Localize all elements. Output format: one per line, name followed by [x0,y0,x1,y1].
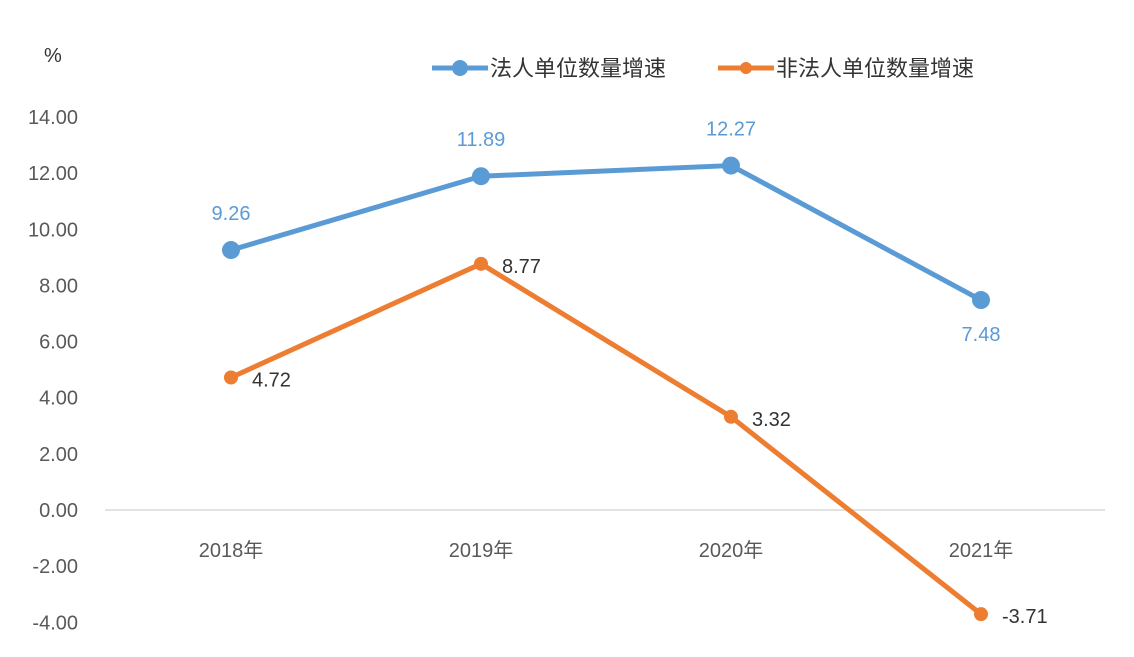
y-axis-unit-label: % [44,45,62,67]
data-point [472,167,490,186]
legend-item-1: 法人单位数量增速 [432,56,666,81]
data-label: 12.27 [706,119,756,141]
data-label: 7.48 [962,324,1001,346]
x-tick-label: 2021年 [949,539,1014,562]
data-point [724,409,738,424]
data-point [974,607,988,622]
data-label: 3.32 [752,409,791,431]
y-tick-label: 6.00 [39,332,78,354]
legend-label: 法人单位数量增速 [490,56,666,81]
data-label: 9.26 [212,203,251,225]
data-point [224,370,238,385]
data-point [722,156,740,175]
series-2: 4.72 8.77 3.32 -3.71 [224,256,1048,628]
data-point [474,256,488,271]
y-axis: 14.00 12.00 10.00 8.00 6.00 4.00 2.00 0.00 -2.00… [28,107,78,634]
legend-item-2: 非法人单位数量增速 [718,56,974,81]
y-tick-label: -2.00 [32,556,78,578]
y-tick-label: -4.00 [32,612,78,634]
y-tick-label: 12.00 [28,163,78,185]
data-label: 4.72 [252,370,291,392]
y-tick-label: 10.00 [28,219,78,241]
data-label: 11.89 [457,129,506,151]
y-tick-label: 14.00 [28,107,78,129]
legend: 法人单位数量增速 非法人单位数量增速 [432,56,974,81]
series-line [229,261,983,617]
legend-label: 非法人单位数量增速 [776,56,974,81]
series-group: 9.26 11.89 12.27 7.48 4.72 8.77 3.32 -3.71 [212,119,1048,629]
data-label: 8.77 [502,256,541,278]
data-point [222,241,240,260]
legend-marker-icon [452,60,468,76]
y-tick-label: 0.00 [39,500,78,522]
y-tick-label: 4.00 [39,388,78,410]
y-tick-label: 8.00 [39,275,78,297]
data-label: -3.71 [1002,606,1048,628]
x-tick-label: 2020年 [699,539,764,562]
y-tick-label: 2.00 [39,444,78,466]
series-1: 9.26 11.89 12.27 7.48 [212,119,1001,346]
data-point [972,291,990,310]
x-tick-label: 2019年 [449,539,514,562]
x-tick-label: 2018年 [199,539,264,562]
x-axis: 2018年 2019年 2020年 2021年 [199,539,1014,562]
series-line [230,163,983,303]
legend-marker-icon [740,62,752,74]
